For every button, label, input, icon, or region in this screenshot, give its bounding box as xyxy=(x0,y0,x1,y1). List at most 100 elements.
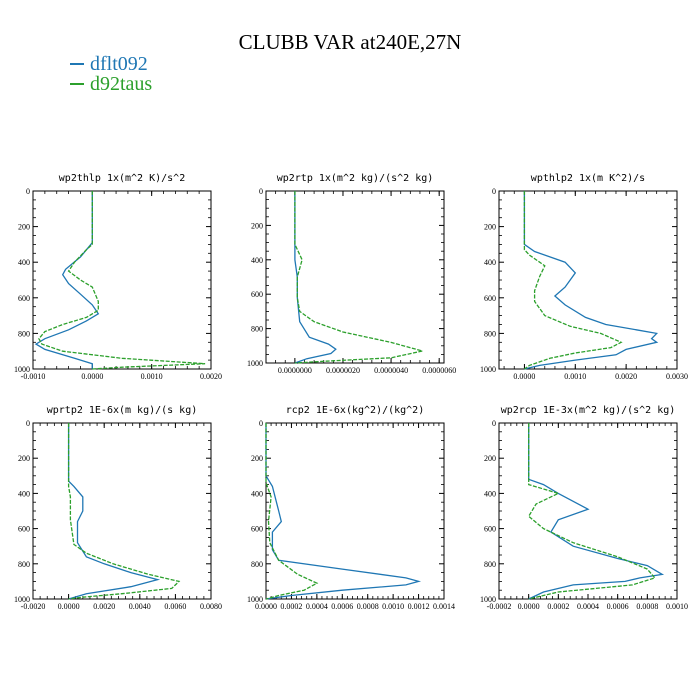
x-tick-label: 0.0010 xyxy=(382,602,404,611)
series-line-d92taus xyxy=(38,191,206,370)
y-tick-label: 200 xyxy=(251,454,263,463)
x-tick-label: 0.0008 xyxy=(357,602,379,611)
legend-label-dflt092: dflt092 xyxy=(90,53,148,75)
y-tick-label: 600 xyxy=(484,525,496,534)
y-tick-label: 0 xyxy=(26,187,30,196)
legend-item-dflt092: dflt092 xyxy=(70,54,148,74)
y-tick-label: 200 xyxy=(484,223,496,232)
legend-label-d92taus: d92taus xyxy=(90,73,153,95)
y-tick-label: 1000 xyxy=(480,365,496,374)
plot-frame xyxy=(32,190,212,370)
x-tick-label: 0.0010 xyxy=(666,602,688,611)
legend-swatch-d92taus xyxy=(70,83,84,85)
x-tick-label: 0.0010 xyxy=(141,372,163,381)
x-tick-label: 0.0020 xyxy=(615,372,637,381)
x-tick-label: 0.0000 xyxy=(255,602,277,611)
x-tick-label: 0.0006 xyxy=(607,602,629,611)
y-tick-label: 400 xyxy=(251,489,263,498)
x-tick-label: 0.0002 xyxy=(547,602,569,611)
x-tick-label: 0.0000 xyxy=(513,372,535,381)
y-tick-label: 0 xyxy=(26,419,30,428)
y-tick-label: 800 xyxy=(484,560,496,569)
series-line-dflt092 xyxy=(294,191,337,364)
plot-frame xyxy=(498,190,678,370)
x-tick-label: 0.0000020 xyxy=(326,366,360,375)
y-tick-label: 800 xyxy=(251,325,263,334)
y-tick-label: 800 xyxy=(484,329,496,338)
y-tick-label: 200 xyxy=(18,223,30,232)
x-tick-label: 0.0004 xyxy=(577,602,599,611)
y-tick-label: 400 xyxy=(251,256,263,265)
panel-title: wprtp2 1E-6x(m kg)/(s kg) xyxy=(47,405,198,416)
panel-title: wp2thlp 1x(m^2 K)/s^2 xyxy=(59,173,185,184)
y-tick-label: 800 xyxy=(18,329,30,338)
y-tick-label: 0 xyxy=(259,187,263,196)
y-tick-label: 400 xyxy=(484,258,496,267)
x-tick-label: -0.0010 xyxy=(21,372,46,381)
x-tick-label: 0.0006 xyxy=(331,602,353,611)
series-line-d92taus xyxy=(294,191,423,364)
panel-title: wp2rcp 1E-3x(m^2 kg)/(s^2 kg) xyxy=(501,405,676,416)
y-tick-label: 1000 xyxy=(247,595,263,604)
series-line-d92taus xyxy=(527,423,656,600)
figure-title: CLUBB VAR at240E,27N xyxy=(238,30,462,54)
y-tick-label: 200 xyxy=(251,221,263,230)
y-tick-label: 400 xyxy=(18,258,30,267)
y-tick-label: 1000 xyxy=(14,365,30,374)
y-tick-label: 600 xyxy=(484,294,496,303)
series-line-dflt092 xyxy=(67,423,161,600)
y-tick-label: 600 xyxy=(18,525,30,534)
panel-title: rcp2 1E-6x(kg^2)/(kg^2) xyxy=(286,405,424,416)
x-tick-label: -0.0002 xyxy=(487,602,512,611)
x-tick-label: 0.0010 xyxy=(564,372,586,381)
y-tick-label: 200 xyxy=(18,454,30,463)
y-tick-label: 0 xyxy=(492,419,496,428)
x-tick-label: 0.0000 xyxy=(58,602,80,611)
y-tick-label: 600 xyxy=(251,290,263,299)
x-tick-label: 0.0008 xyxy=(636,602,658,611)
y-tick-label: 400 xyxy=(484,489,496,498)
x-tick-label: 0.0000000 xyxy=(278,366,312,375)
legend-swatch-dflt092 xyxy=(70,63,84,65)
plot-frame xyxy=(32,422,212,600)
y-tick-label: 800 xyxy=(251,560,263,569)
series-line-d92taus xyxy=(67,423,181,600)
y-tick-label: 800 xyxy=(18,560,30,569)
y-tick-label: 0 xyxy=(259,419,263,428)
y-tick-label: 1000 xyxy=(14,595,30,604)
series-line-d92taus xyxy=(265,423,319,600)
x-tick-label: 0.0012 xyxy=(408,602,430,611)
series-line-dflt092 xyxy=(34,191,100,369)
x-tick-label: 0.0002 xyxy=(280,602,302,611)
y-tick-label: 1000 xyxy=(247,359,263,368)
y-tick-label: 600 xyxy=(251,525,263,534)
x-tick-label: 0.0020 xyxy=(93,602,115,611)
panel-title: wp2rtp 1x(m^2 kg)/(s^2 kg) xyxy=(277,173,434,184)
series-line-dflt092 xyxy=(265,423,422,600)
x-tick-label: 0.0060 xyxy=(164,602,186,611)
series-line-dflt092 xyxy=(528,423,665,600)
x-tick-label: 0.0000 xyxy=(81,372,103,381)
series-line-d92taus xyxy=(523,191,623,370)
series-line-dflt092 xyxy=(523,191,659,370)
y-tick-label: 0 xyxy=(492,187,496,196)
x-tick-label: 0.0020 xyxy=(200,372,222,381)
y-tick-label: 400 xyxy=(18,489,30,498)
y-tick-label: 200 xyxy=(484,454,496,463)
x-tick-label: 0.0014 xyxy=(433,602,455,611)
legend-item-d92taus: d92taus xyxy=(70,74,152,94)
x-tick-label: -0.0020 xyxy=(21,602,46,611)
y-tick-label: 1000 xyxy=(480,595,496,604)
x-tick-label: 0.0080 xyxy=(200,602,222,611)
x-tick-label: 0.0000 xyxy=(518,602,540,611)
x-tick-label: 0.0040 xyxy=(129,602,151,611)
x-tick-label: 0.0000060 xyxy=(422,366,456,375)
x-tick-label: 0.0000040 xyxy=(374,366,408,375)
plot-frame xyxy=(265,190,445,364)
x-tick-label: 0.0004 xyxy=(306,602,328,611)
x-tick-label: 0.0030 xyxy=(666,372,688,381)
y-tick-label: 600 xyxy=(18,294,30,303)
plot-frame xyxy=(265,422,445,600)
panel-title: wpthlp2 1x(m K^2)/s xyxy=(531,173,645,184)
